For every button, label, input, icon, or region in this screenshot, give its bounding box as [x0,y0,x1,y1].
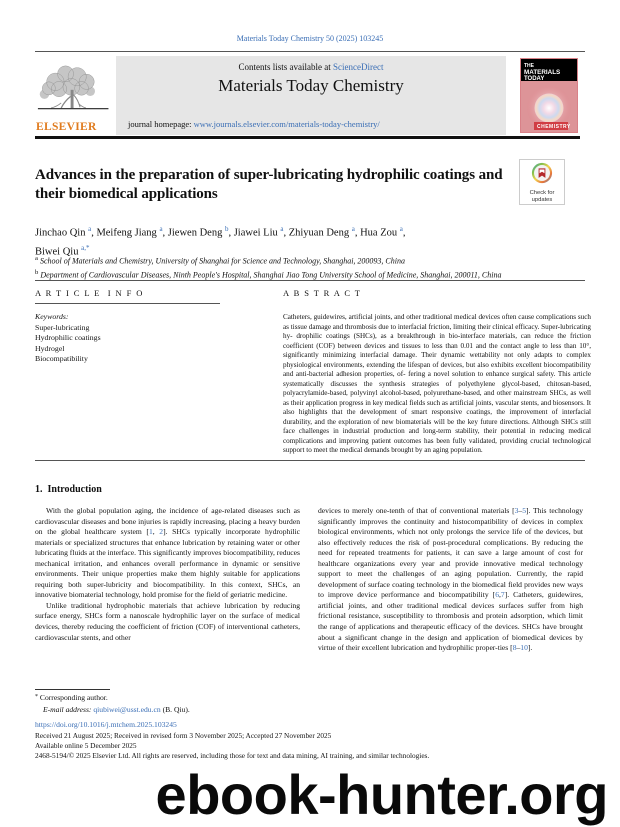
svg-text:MATERIALS: MATERIALS [524,69,560,76]
svg-text:CHEMISTRY: CHEMISTRY [537,124,571,130]
